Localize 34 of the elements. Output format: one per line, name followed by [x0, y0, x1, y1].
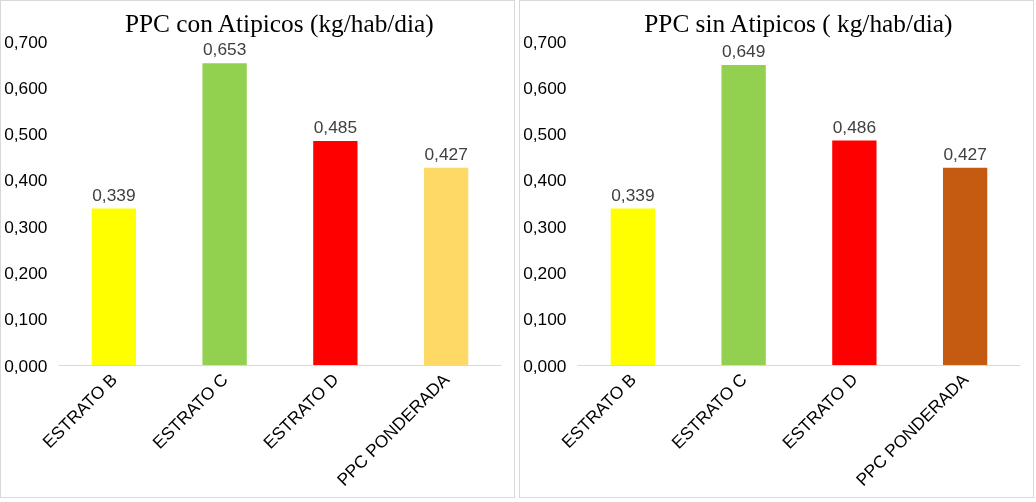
- bar: [423, 167, 469, 366]
- y-tick-label: 0,700: [523, 31, 567, 52]
- y-tick-label: 0,600: [523, 77, 567, 98]
- bar: [313, 141, 358, 366]
- y-tick-label: 0,600: [4, 77, 48, 98]
- data-label: 0,649: [721, 41, 766, 62]
- data-label: 0,339: [611, 184, 655, 205]
- data-label: 0,427: [943, 143, 987, 164]
- y-tick-label: 0,100: [523, 309, 567, 330]
- y-tick-label: 0,400: [4, 170, 48, 191]
- data-label: 0,485: [313, 117, 358, 138]
- bar: [91, 208, 137, 366]
- bar: [942, 167, 988, 366]
- bar: [202, 63, 247, 366]
- y-tick-label: 0,000: [4, 355, 48, 376]
- data-label: 0,486: [832, 116, 877, 137]
- bar: [832, 140, 877, 366]
- y-tick-label: 0,100: [4, 309, 48, 330]
- y-tick-label: 0,300: [523, 216, 567, 237]
- chart-title: PPC sin Atipicos ( kg/hab/dia): [644, 8, 953, 38]
- bar: [610, 208, 656, 366]
- chart-title: PPC con Atipicos (kg/hab/dia): [124, 8, 434, 38]
- y-tick-label: 0,200: [523, 262, 567, 283]
- y-tick-label: 0,300: [4, 216, 48, 237]
- data-label: 0,653: [202, 39, 247, 60]
- y-tick-label: 0,200: [4, 262, 48, 283]
- data-label: 0,427: [424, 143, 468, 164]
- y-tick-label: 0,500: [523, 124, 567, 145]
- y-tick-label: 0,400: [523, 170, 567, 191]
- bar: [721, 65, 766, 366]
- y-tick-label: 0,000: [523, 355, 567, 376]
- data-label: 0,339: [92, 184, 136, 205]
- y-tick-label: 0,500: [4, 124, 48, 145]
- y-tick-label: 0,700: [4, 31, 48, 52]
